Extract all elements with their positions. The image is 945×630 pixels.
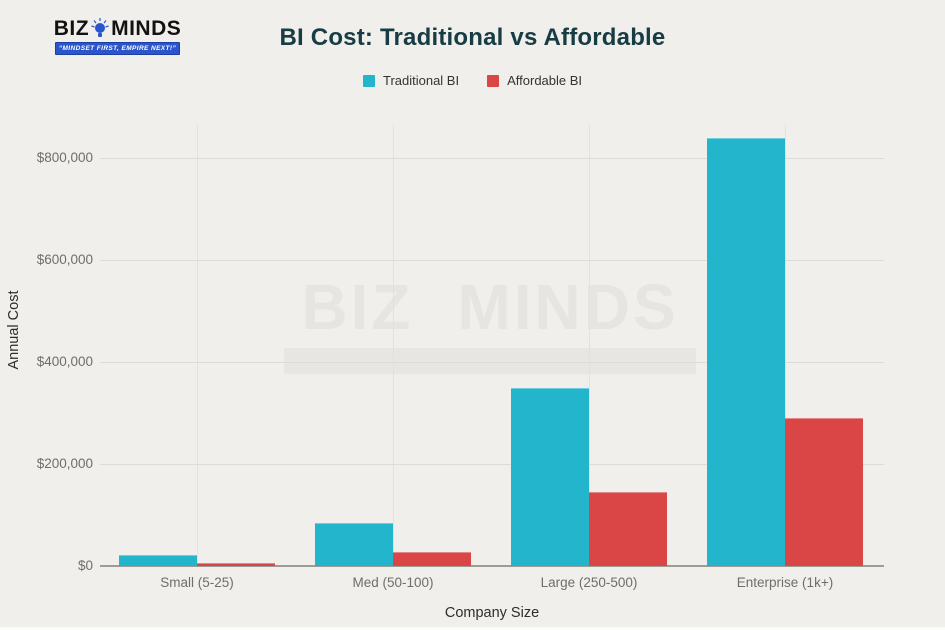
x-axis-line [100,565,884,567]
gridline-x-3 [785,125,786,566]
x-tick-label: Enterprise (1k+) [736,575,834,590]
logo-text-minds: MINDS [111,17,182,40]
bar-affordable-bi-2 [589,492,667,566]
legend-item-traditional: Traditional BI [362,73,460,88]
bar-traditional-bi-3 [707,137,785,566]
gridline-y-800000 [100,158,884,159]
x-tick-label: Large (250-500) [540,575,638,590]
y-tick-label: $0 [77,558,93,573]
y-tick-label: $400,000 [36,354,93,369]
legend-label-affordable: Affordable BI [507,73,583,88]
y-tick-label: $600,000 [36,252,93,267]
legend: Traditional BI Affordable BI [0,73,945,88]
chart-title: BI Cost: Traditional vs Affordable [279,24,666,51]
x-axis-title: Company Size [444,605,540,621]
logo-wordmark: BIZ MINDS [53,17,182,41]
bar-affordable-bi-3 [785,418,863,566]
y-axis-title: Annual Cost [6,290,22,370]
legend-swatch-traditional [362,74,375,87]
gridline-x-2 [589,125,590,566]
gridline-y-200000 [100,464,884,465]
x-tick-label: Small (5-25) [160,575,234,590]
bar-affordable-bi-0 [197,562,275,566]
bar-traditional-bi-2 [511,387,589,566]
bar-affordable-bi-1 [393,551,471,566]
gridline-y-400000 [100,362,884,363]
legend-swatch-affordable [487,74,500,87]
bar-traditional-bi-1 [315,522,393,566]
legend-item-affordable: Affordable BI [487,73,582,88]
x-tick-label: Med (50-100) [352,575,434,590]
bizminds-logo: BIZ MINDS “MINDSET FIRST, EMPIRE NEXT!” [53,17,182,55]
gridline-x-0 [197,125,198,566]
lightbulb-icon [90,17,110,39]
gridline-x-1 [393,125,394,566]
bar-traditional-bi-0 [119,554,197,566]
logo-text-biz: BIZ [53,17,90,40]
logo-tagline: “MINDSET FIRST, EMPIRE NEXT!” [55,42,180,55]
y-tick-label: $200,000 [36,456,93,471]
legend-label-traditional: Traditional BI [382,73,460,88]
y-tick-label: $800,000 [36,150,93,165]
gridline-y-600000 [100,260,884,261]
bottom-edge [0,627,945,630]
